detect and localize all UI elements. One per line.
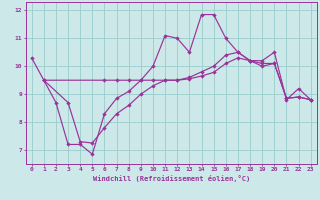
- X-axis label: Windchill (Refroidissement éolien,°C): Windchill (Refroidissement éolien,°C): [92, 175, 250, 182]
